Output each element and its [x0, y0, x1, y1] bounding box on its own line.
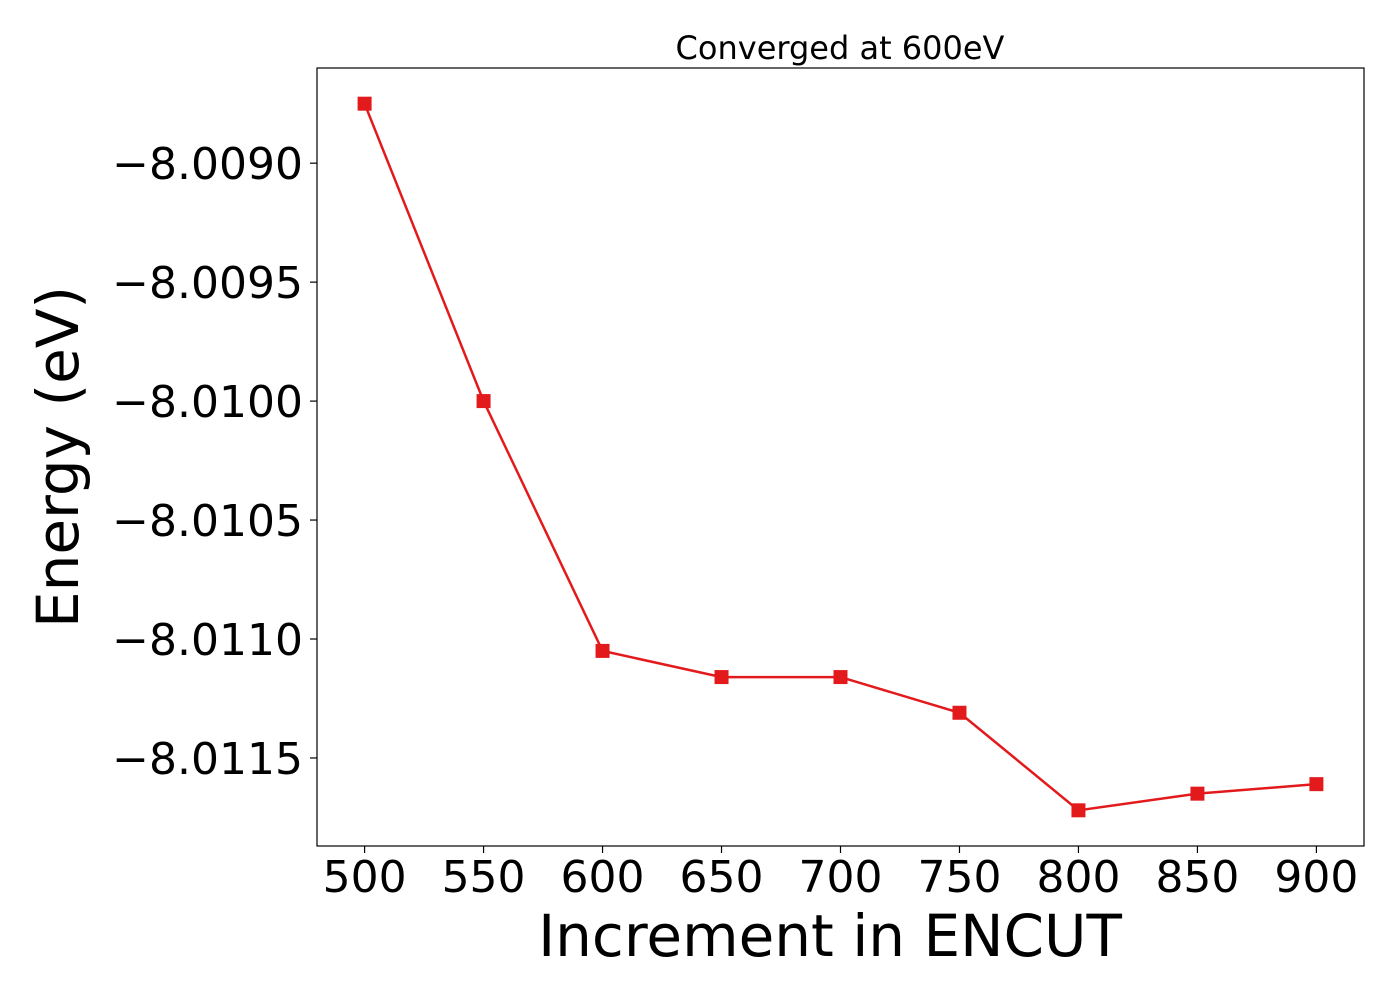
y-tick-label: −8.0105	[112, 496, 303, 547]
x-tick-label: 600	[561, 852, 645, 903]
x-tick-label: 500	[323, 852, 407, 903]
y-axis-ticks: −8.0090 −8.0095 −8.0100 −8.0105 −8.0110 −8.01…	[112, 139, 317, 785]
x-tick-label: 850	[1155, 852, 1239, 903]
x-tick-label: 550	[442, 852, 526, 903]
x-tick-label: 700	[799, 852, 883, 903]
data-point-marker	[833, 670, 848, 685]
data-point-marker	[476, 394, 491, 409]
chart-title: Converged at 600eV	[676, 29, 1005, 67]
x-tick-label: 650	[680, 852, 764, 903]
data-point-marker	[1190, 786, 1205, 801]
y-tick-label: −8.0095	[112, 258, 303, 309]
y-tick-label: −8.0090	[112, 139, 303, 190]
data-point-marker	[952, 705, 967, 720]
x-tick-label: 800	[1036, 852, 1120, 903]
x-tick-label: 750	[917, 852, 1001, 903]
data-point-marker	[357, 96, 372, 111]
data-point-marker	[1071, 803, 1086, 818]
y-tick-label: −8.0115	[112, 734, 303, 785]
data-point-marker	[1309, 777, 1324, 792]
series-layer	[357, 96, 1324, 818]
y-axis-label: Energy (eV)	[24, 286, 92, 628]
y-tick-label: −8.0110	[112, 615, 303, 666]
data-point-marker	[595, 643, 610, 658]
x-tick-label: 900	[1274, 852, 1358, 903]
x-axis-label: Increment in ENCUT	[538, 902, 1122, 970]
data-point-marker	[714, 670, 729, 685]
x-axis-ticks: 500 550 600 650 700 750 800 850 900	[323, 846, 1358, 903]
y-tick-label: −8.0100	[112, 377, 303, 428]
